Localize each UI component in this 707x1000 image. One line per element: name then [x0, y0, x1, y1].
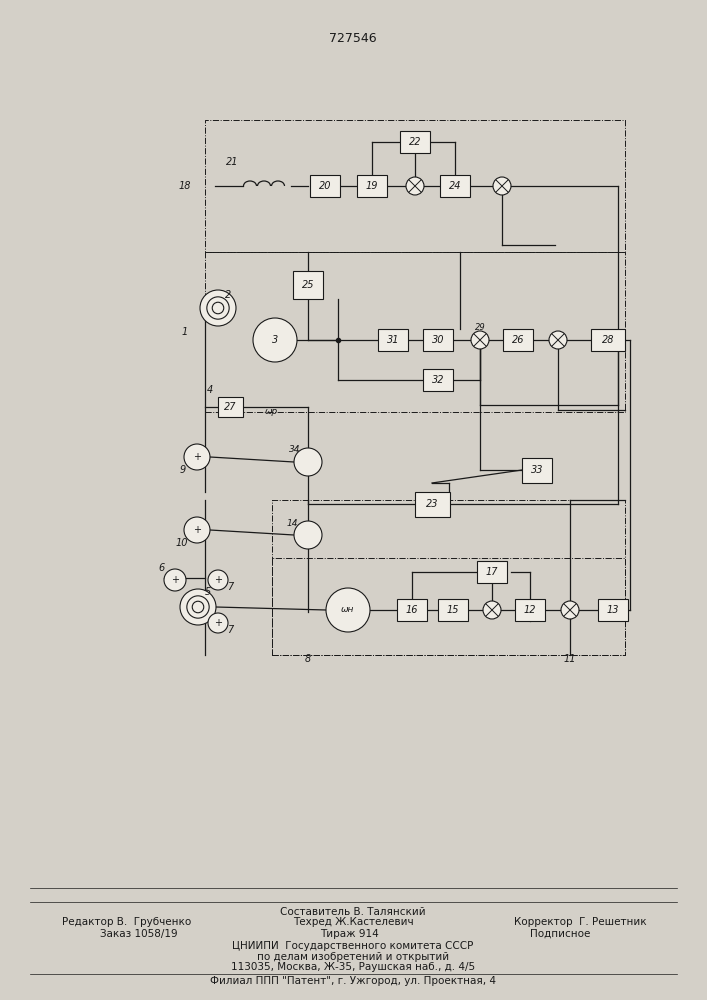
Bar: [218, 397, 243, 417]
Text: 34: 34: [289, 446, 300, 454]
Text: 16: 16: [406, 605, 419, 615]
Text: 22: 22: [409, 137, 421, 147]
Text: 19: 19: [366, 181, 378, 191]
Text: 12: 12: [524, 605, 536, 615]
Circle shape: [493, 177, 511, 195]
Bar: [503, 329, 533, 351]
Text: 29: 29: [474, 322, 486, 332]
Bar: [378, 329, 408, 351]
Text: 727546: 727546: [329, 31, 377, 44]
Bar: [423, 329, 453, 351]
Circle shape: [207, 297, 229, 319]
Text: ωн: ωн: [341, 605, 355, 614]
Text: 28: 28: [602, 335, 614, 345]
Circle shape: [212, 302, 223, 314]
Circle shape: [184, 444, 210, 470]
Bar: [397, 599, 427, 621]
Text: Филиал ППП "Патент", г. Ужгород, ул. Проектная, 4: Филиал ППП "Патент", г. Ужгород, ул. Про…: [210, 976, 496, 986]
Circle shape: [187, 596, 209, 618]
Text: 23: 23: [426, 499, 438, 509]
Text: Составитель В. Талянский: Составитель В. Талянский: [280, 907, 426, 917]
Circle shape: [253, 318, 297, 362]
Circle shape: [483, 601, 501, 619]
Text: 11: 11: [563, 654, 576, 664]
Circle shape: [326, 588, 370, 632]
Circle shape: [184, 517, 210, 543]
Circle shape: [471, 331, 489, 349]
Text: 8: 8: [305, 654, 311, 664]
Circle shape: [200, 290, 236, 326]
Text: 4: 4: [207, 385, 213, 395]
Circle shape: [294, 448, 322, 476]
Text: 113035, Москва, Ж-35, Раушская наб., д. 4/5: 113035, Москва, Ж-35, Раушская наб., д. …: [231, 962, 475, 972]
Bar: [591, 329, 625, 351]
Text: +: +: [193, 452, 201, 462]
Text: 32: 32: [432, 375, 444, 385]
Circle shape: [406, 177, 424, 195]
Bar: [293, 271, 323, 299]
Bar: [515, 599, 545, 621]
Text: 6: 6: [159, 563, 165, 573]
Bar: [477, 561, 507, 583]
Text: Корректор  Г. Решетник: Корректор Г. Решетник: [514, 917, 646, 927]
Text: 24: 24: [449, 181, 461, 191]
Circle shape: [164, 569, 186, 591]
Text: 14: 14: [286, 518, 298, 528]
Text: 20: 20: [319, 181, 332, 191]
Circle shape: [180, 589, 216, 625]
Circle shape: [549, 331, 567, 349]
Bar: [438, 599, 468, 621]
Text: 33: 33: [531, 465, 543, 475]
Text: 15: 15: [447, 605, 460, 615]
Text: 17: 17: [486, 567, 498, 577]
Text: 18: 18: [179, 181, 192, 191]
Bar: [414, 491, 450, 516]
Text: 1: 1: [182, 327, 188, 337]
Text: Тираж 914: Тираж 914: [320, 929, 379, 939]
Text: Редактор В.  Грубченко: Редактор В. Грубченко: [62, 917, 192, 927]
Text: 3: 3: [272, 335, 278, 345]
Circle shape: [561, 601, 579, 619]
Text: Техред Ж.Кастелевич: Техред Ж.Кастелевич: [293, 917, 414, 927]
Text: +: +: [171, 575, 179, 585]
Text: 5: 5: [205, 587, 211, 597]
Bar: [423, 369, 453, 391]
Text: 30: 30: [432, 335, 444, 345]
Text: ωр: ωр: [265, 408, 279, 416]
Circle shape: [192, 601, 204, 613]
Circle shape: [294, 521, 322, 549]
Text: ЦНИИПИ  Государственного комитета СССР: ЦНИИПИ Государственного комитета СССР: [233, 941, 474, 951]
Text: по делам изобретений и открытий: по делам изобретений и открытий: [257, 952, 449, 962]
Text: 25: 25: [302, 280, 314, 290]
Text: 7: 7: [227, 582, 233, 592]
Circle shape: [208, 613, 228, 633]
Text: 21: 21: [226, 157, 238, 167]
Bar: [598, 599, 628, 621]
Text: 10: 10: [176, 538, 188, 548]
Text: 13: 13: [607, 605, 619, 615]
Text: Заказ 1058/19: Заказ 1058/19: [100, 929, 177, 939]
Bar: [357, 175, 387, 197]
Text: Подписное: Подписное: [530, 929, 590, 939]
Text: +: +: [193, 525, 201, 535]
Bar: [310, 175, 340, 197]
Text: 26: 26: [512, 335, 525, 345]
Text: 2: 2: [225, 290, 231, 300]
Circle shape: [208, 570, 228, 590]
Bar: [522, 458, 552, 483]
Text: 9: 9: [180, 465, 186, 475]
Text: +: +: [214, 618, 222, 628]
Bar: [440, 175, 470, 197]
Text: +: +: [214, 575, 222, 585]
Text: 31: 31: [387, 335, 399, 345]
Text: 7: 7: [227, 625, 233, 635]
Text: 27: 27: [223, 402, 236, 412]
Bar: [400, 131, 430, 153]
